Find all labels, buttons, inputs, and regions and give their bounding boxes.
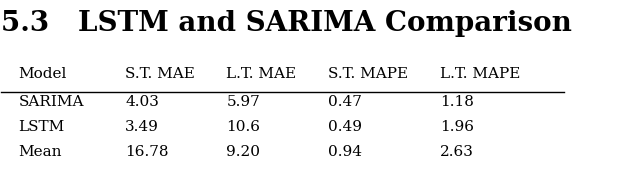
Text: 9.20: 9.20	[227, 145, 260, 159]
Text: 5.97: 5.97	[227, 95, 260, 110]
Text: LSTM: LSTM	[19, 120, 65, 134]
Text: Model: Model	[19, 67, 67, 81]
Text: L.T. MAPE: L.T. MAPE	[440, 67, 520, 81]
Text: L.T. MAE: L.T. MAE	[227, 67, 296, 81]
Text: S.T. MAE: S.T. MAE	[125, 67, 195, 81]
Text: 4.03: 4.03	[125, 95, 159, 110]
Text: S.T. MAPE: S.T. MAPE	[328, 67, 408, 81]
Text: 3.49: 3.49	[125, 120, 159, 134]
Text: 10.6: 10.6	[227, 120, 260, 134]
Text: 1.18: 1.18	[440, 95, 474, 110]
Text: 0.49: 0.49	[328, 120, 362, 134]
Text: 0.94: 0.94	[328, 145, 362, 159]
Text: SARIMA: SARIMA	[19, 95, 84, 110]
Text: 16.78: 16.78	[125, 145, 168, 159]
Text: 2.63: 2.63	[440, 145, 474, 159]
Text: Mean: Mean	[19, 145, 61, 159]
Text: 0.47: 0.47	[328, 95, 362, 110]
Text: 5.3   LSTM and SARIMA Comparison: 5.3 LSTM and SARIMA Comparison	[1, 10, 572, 37]
Text: 1.96: 1.96	[440, 120, 474, 134]
